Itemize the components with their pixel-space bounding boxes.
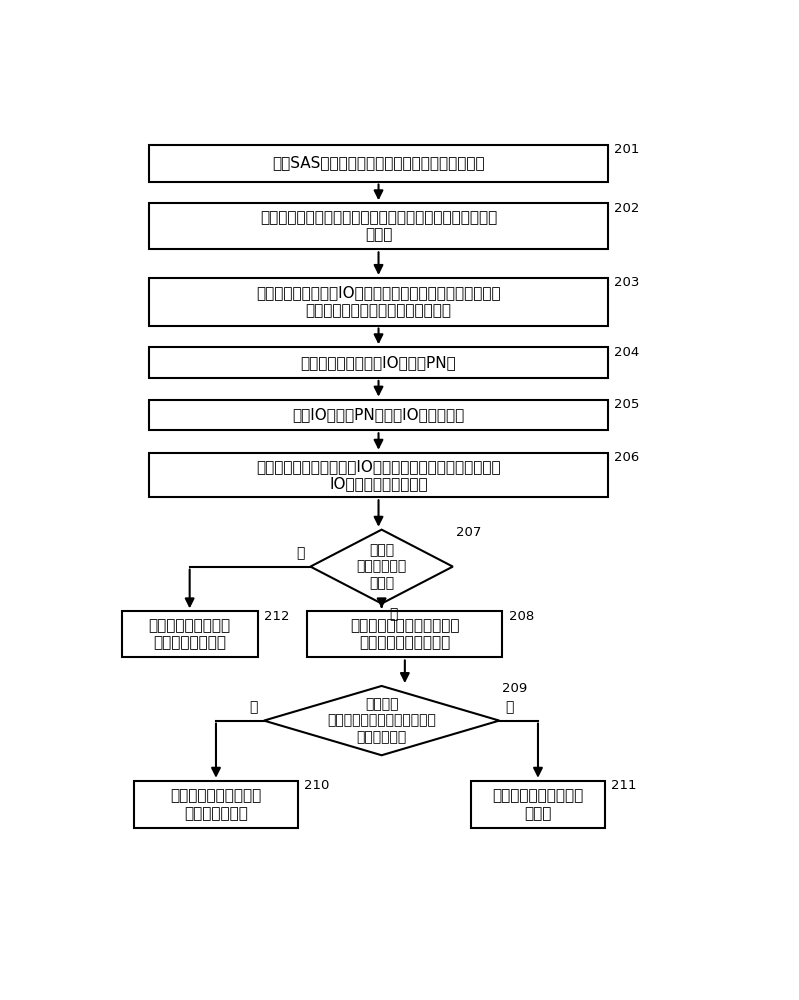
- Text: 根据IO模块的PN码确定IO模块的类型: 根据IO模块的PN码确定IO模块的类型: [292, 407, 465, 422]
- Text: 否: 否: [506, 700, 514, 714]
- Text: 是: 是: [389, 607, 397, 621]
- Text: 扫描待测试存储器上IO模块的序列号，运行日志记录脚本，
根据所述序列号形成对应的日志文件: 扫描待测试存储器上IO模块的序列号，运行日志记录脚本， 根据所述序列号形成对应的…: [256, 286, 501, 318]
- Text: 212: 212: [264, 610, 289, 623]
- Text: 通过测试服务器发送驱
动加载成功信息: 通过测试服务器发送驱 动加载成功信息: [170, 788, 261, 821]
- FancyBboxPatch shape: [471, 781, 605, 828]
- FancyBboxPatch shape: [149, 453, 608, 497]
- Text: 206: 206: [614, 451, 639, 464]
- Text: 207: 207: [456, 526, 481, 539]
- FancyBboxPatch shape: [121, 611, 258, 657]
- Polygon shape: [311, 530, 453, 604]
- Text: 203: 203: [614, 276, 639, 289]
- FancyBboxPatch shape: [134, 781, 298, 828]
- Text: 运行硬件检测脚本，抓取待
测试存储器的硬件信息: 运行硬件检测脚本，抓取待 测试存储器的硬件信息: [350, 618, 459, 651]
- Text: 是: 是: [249, 700, 258, 714]
- Text: 运行驱动加载脚本，根据IO模块的类型加载待测试存储器上
IO模块对应的驱动程序: 运行驱动加载脚本，根据IO模块的类型加载待测试存储器上 IO模块对应的驱动程序: [256, 459, 501, 491]
- Text: 否: 否: [296, 546, 304, 560]
- FancyBboxPatch shape: [149, 278, 608, 326]
- Text: 在测试服务器上存储驱动加载脚本、日志记录脚本及硬件检
测脚本: 在测试服务器上存储驱动加载脚本、日志记录脚本及硬件检 测脚本: [260, 210, 497, 242]
- Text: 扫描待测试存储器上IO模块的PN码: 扫描待测试存储器上IO模块的PN码: [300, 355, 456, 370]
- FancyBboxPatch shape: [308, 611, 503, 657]
- FancyBboxPatch shape: [149, 347, 608, 378]
- Text: 通过SAS线将测试服务器与各个待测试存储器相连: 通过SAS线将测试服务器与各个待测试存储器相连: [272, 156, 485, 171]
- Text: 通过测试服务器发送报
警信息: 通过测试服务器发送报 警信息: [492, 788, 583, 821]
- Text: 201: 201: [614, 143, 639, 156]
- Text: 209: 209: [503, 682, 527, 695]
- Text: 204: 204: [614, 346, 639, 359]
- Text: 208: 208: [509, 610, 534, 623]
- Text: 210: 210: [304, 779, 330, 792]
- Polygon shape: [264, 686, 499, 755]
- Text: 通过测试服务器发送
驱动加载失败信息: 通过测试服务器发送 驱动加载失败信息: [149, 618, 231, 651]
- Text: 205: 205: [614, 398, 639, 411]
- FancyBboxPatch shape: [149, 203, 608, 249]
- Text: 202: 202: [614, 202, 639, 215]
- Text: 判断驱
动程序是否加
载成功: 判断驱 动程序是否加 载成功: [356, 543, 407, 590]
- Text: 根据硬件
信息判断待测试存储器上硬件
状态是否正常: 根据硬件 信息判断待测试存储器上硬件 状态是否正常: [327, 697, 436, 744]
- FancyBboxPatch shape: [149, 400, 608, 430]
- Text: 211: 211: [610, 779, 636, 792]
- FancyBboxPatch shape: [149, 145, 608, 182]
